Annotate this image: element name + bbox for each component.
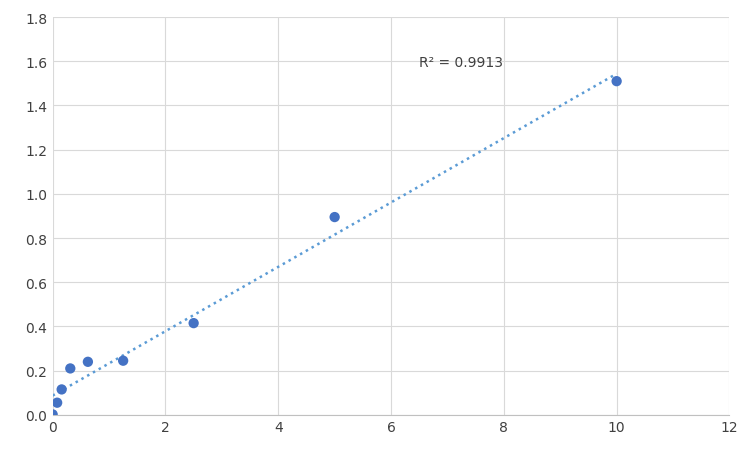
Point bbox=[117, 357, 129, 364]
Point bbox=[611, 78, 623, 86]
Point bbox=[64, 365, 76, 372]
Point bbox=[51, 399, 63, 406]
Text: R² = 0.9913: R² = 0.9913 bbox=[419, 55, 503, 69]
Point bbox=[56, 386, 68, 393]
Point bbox=[187, 320, 199, 327]
Point bbox=[82, 359, 94, 366]
Point bbox=[47, 411, 59, 418]
Point bbox=[329, 214, 341, 221]
